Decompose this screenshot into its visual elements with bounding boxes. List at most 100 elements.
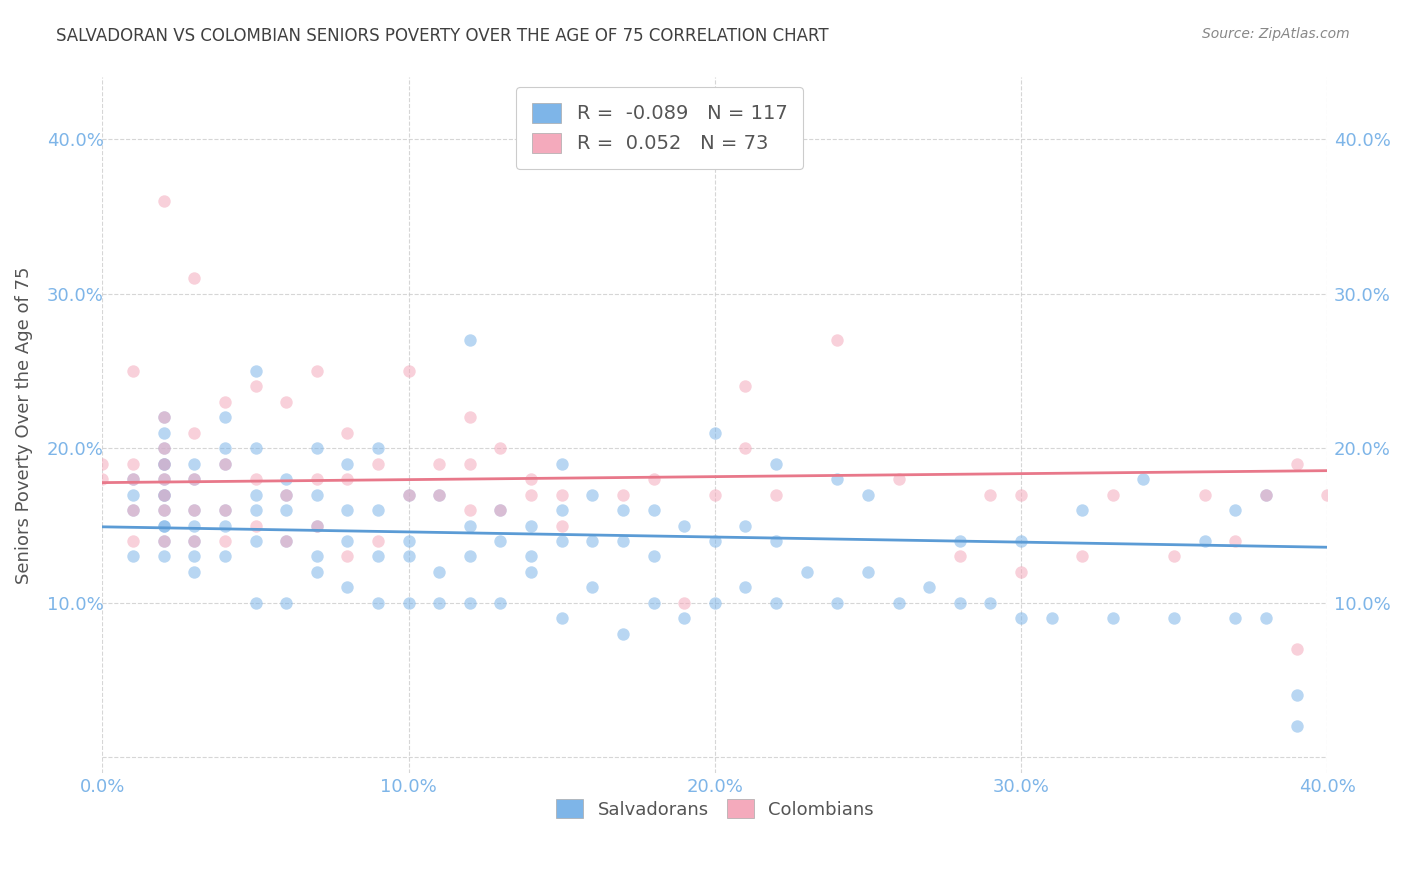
- Point: [612, 503, 634, 517]
- Point: [183, 503, 205, 517]
- Point: [398, 488, 420, 502]
- Point: [122, 488, 145, 502]
- Point: [305, 518, 328, 533]
- Point: [336, 472, 359, 486]
- Point: [152, 518, 174, 533]
- Point: [214, 503, 236, 517]
- Point: [336, 503, 359, 517]
- Point: [305, 488, 328, 502]
- Point: [703, 488, 725, 502]
- Point: [551, 488, 574, 502]
- Point: [336, 425, 359, 440]
- Point: [336, 457, 359, 471]
- Point: [765, 457, 787, 471]
- Point: [673, 611, 696, 625]
- Point: [336, 533, 359, 548]
- Point: [152, 503, 174, 517]
- Point: [1040, 611, 1063, 625]
- Point: [122, 549, 145, 564]
- Point: [703, 425, 725, 440]
- Point: [214, 503, 236, 517]
- Point: [276, 488, 298, 502]
- Point: [183, 472, 205, 486]
- Point: [1071, 503, 1094, 517]
- Point: [1194, 488, 1216, 502]
- Point: [1132, 472, 1154, 486]
- Point: [183, 565, 205, 579]
- Point: [458, 503, 481, 517]
- Point: [398, 596, 420, 610]
- Point: [214, 533, 236, 548]
- Point: [643, 549, 665, 564]
- Point: [1010, 488, 1032, 502]
- Point: [152, 533, 174, 548]
- Point: [1254, 488, 1277, 502]
- Point: [489, 503, 512, 517]
- Point: [214, 549, 236, 564]
- Point: [949, 549, 972, 564]
- Point: [152, 472, 174, 486]
- Point: [152, 533, 174, 548]
- Point: [152, 457, 174, 471]
- Point: [336, 549, 359, 564]
- Point: [551, 533, 574, 548]
- Point: [489, 442, 512, 456]
- Point: [305, 472, 328, 486]
- Point: [245, 503, 267, 517]
- Point: [765, 488, 787, 502]
- Point: [152, 488, 174, 502]
- Point: [827, 596, 849, 610]
- Point: [581, 533, 603, 548]
- Point: [398, 488, 420, 502]
- Point: [152, 410, 174, 425]
- Point: [643, 596, 665, 610]
- Text: Source: ZipAtlas.com: Source: ZipAtlas.com: [1202, 27, 1350, 41]
- Point: [612, 533, 634, 548]
- Point: [122, 503, 145, 517]
- Point: [245, 472, 267, 486]
- Legend: Salvadorans, Colombians: Salvadorans, Colombians: [541, 785, 889, 833]
- Point: [152, 410, 174, 425]
- Point: [458, 518, 481, 533]
- Point: [1102, 488, 1125, 502]
- Point: [520, 488, 543, 502]
- Point: [367, 533, 389, 548]
- Point: [245, 379, 267, 393]
- Point: [856, 488, 879, 502]
- Point: [183, 472, 205, 486]
- Point: [398, 364, 420, 378]
- Point: [949, 596, 972, 610]
- Point: [765, 596, 787, 610]
- Point: [398, 549, 420, 564]
- Point: [183, 271, 205, 285]
- Point: [214, 395, 236, 409]
- Point: [734, 379, 756, 393]
- Point: [214, 457, 236, 471]
- Point: [276, 533, 298, 548]
- Point: [245, 518, 267, 533]
- Point: [427, 457, 450, 471]
- Point: [612, 488, 634, 502]
- Point: [458, 549, 481, 564]
- Y-axis label: Seniors Poverty Over the Age of 75: Seniors Poverty Over the Age of 75: [15, 267, 32, 584]
- Text: SALVADORAN VS COLOMBIAN SENIORS POVERTY OVER THE AGE OF 75 CORRELATION CHART: SALVADORAN VS COLOMBIAN SENIORS POVERTY …: [56, 27, 830, 45]
- Point: [245, 442, 267, 456]
- Point: [276, 533, 298, 548]
- Point: [734, 518, 756, 533]
- Point: [551, 503, 574, 517]
- Point: [122, 364, 145, 378]
- Point: [367, 457, 389, 471]
- Point: [245, 596, 267, 610]
- Point: [122, 503, 145, 517]
- Point: [276, 596, 298, 610]
- Point: [305, 518, 328, 533]
- Point: [305, 549, 328, 564]
- Point: [1071, 549, 1094, 564]
- Point: [152, 488, 174, 502]
- Point: [152, 488, 174, 502]
- Point: [183, 503, 205, 517]
- Point: [827, 333, 849, 347]
- Point: [520, 518, 543, 533]
- Point: [734, 580, 756, 594]
- Point: [152, 518, 174, 533]
